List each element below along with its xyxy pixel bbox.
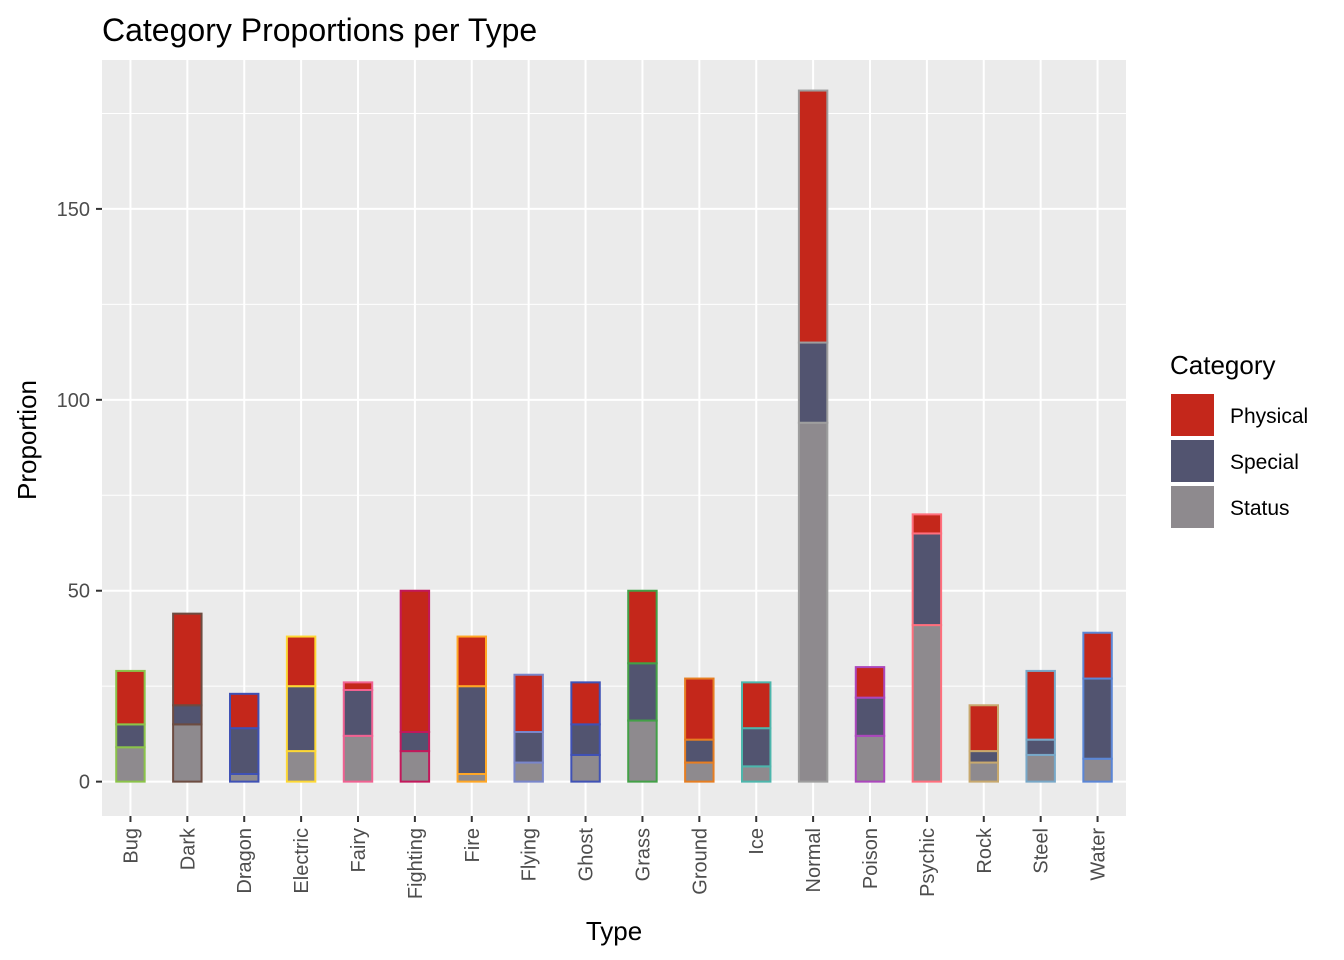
- x-tick-label: Electric: [291, 828, 313, 894]
- bar-grass-special: [627, 662, 658, 722]
- bar-water-special: [1082, 677, 1113, 760]
- x-tick-label: Ground: [689, 828, 711, 895]
- bar-steel-physical: [1025, 669, 1056, 741]
- bar-ground-status: [684, 761, 715, 783]
- legend-key-special: [1171, 440, 1214, 482]
- bar-fairy-physical: [342, 681, 374, 692]
- bar-ice-physical: [741, 681, 772, 730]
- x-tick-label: Ice: [746, 828, 768, 855]
- y-tick-label: 150: [57, 199, 90, 221]
- bar-dragon-status: [229, 773, 260, 783]
- x-tick-label: Psychic: [917, 828, 939, 897]
- legend-key-physical: [1171, 394, 1214, 436]
- bar-psychic-special: [911, 532, 943, 627]
- bar-rock-status: [968, 761, 999, 783]
- bar-ground-physical: [684, 677, 715, 741]
- bar-normal-physical: [797, 89, 829, 344]
- x-tick-label: Flying: [519, 828, 541, 881]
- bar-poison-status: [854, 734, 886, 783]
- chart-title: Category Proportions per Type: [102, 12, 537, 48]
- legend-key-status: [1171, 486, 1214, 528]
- x-tick-label: Ghost: [576, 828, 598, 882]
- bar-electric-physical: [285, 635, 317, 688]
- bar-dark-special: [172, 704, 203, 726]
- y-axis: 0 50 100 150: [57, 199, 102, 794]
- bar-poison-physical: [854, 666, 886, 699]
- bar-ghost-special: [570, 723, 601, 756]
- bar-dark-physical: [172, 612, 203, 707]
- bar-fairy-status: [342, 734, 374, 783]
- bar-flying-physical: [513, 673, 544, 734]
- plot-panel: [102, 60, 1126, 816]
- bar-ghost-status: [570, 753, 601, 783]
- legend-title: Category: [1170, 350, 1276, 380]
- bar-rock-physical: [968, 704, 999, 753]
- bar-fighting-special: [399, 731, 431, 753]
- bar-flying-status: [513, 761, 544, 783]
- bar-fighting-status: [399, 750, 431, 783]
- bar-fire-status: [456, 773, 487, 783]
- bar-dragon-physical: [229, 692, 260, 730]
- bar-electric-status: [285, 750, 317, 783]
- bars: [115, 89, 1113, 783]
- bar-normal-status: [797, 421, 829, 783]
- bar-water-status: [1082, 757, 1113, 783]
- legend-label-physical: Physical: [1230, 405, 1308, 428]
- x-tick-label: Steel: [1031, 828, 1053, 874]
- x-tick-label: Grass: [632, 828, 654, 881]
- legend-label-status: Status: [1230, 497, 1290, 520]
- legend: Category Physical Special Status: [1170, 350, 1308, 528]
- bar-rock-special: [968, 750, 999, 764]
- bar-fire-physical: [456, 635, 487, 688]
- x-axis: Bug Dark Dragon Electric Fairy Fighting Fire Fl…: [120, 816, 1110, 899]
- x-tick-label: Poison: [860, 828, 882, 889]
- bar-fighting-physical: [399, 589, 431, 734]
- bar-poison-special: [854, 696, 886, 737]
- bar-psychic-physical: [911, 513, 943, 535]
- y-tick-label: 0: [79, 772, 90, 794]
- legend-label-special: Special: [1230, 451, 1299, 474]
- bar-ice-status: [741, 765, 772, 783]
- bar-water-physical: [1082, 631, 1113, 680]
- x-tick-label: Dragon: [234, 828, 256, 894]
- x-tick-label: Bug: [120, 828, 142, 864]
- bar-steel-special: [1025, 738, 1056, 756]
- x-tick-label: Rock: [974, 827, 996, 874]
- bar-grass-physical: [627, 589, 658, 665]
- bar-ground-special: [684, 738, 715, 764]
- y-tick-label: 100: [57, 390, 90, 412]
- bar-dragon-special: [229, 727, 260, 776]
- bar-ghost-physical: [570, 681, 601, 726]
- x-tick-label: Fire: [462, 828, 484, 862]
- bar-bug-status: [115, 746, 146, 783]
- x-tick-label: Fairy: [348, 828, 370, 872]
- bar-flying-special: [513, 731, 544, 764]
- bar-fire-special: [456, 685, 487, 776]
- bar-normal-special: [797, 341, 829, 424]
- bar-ice-special: [741, 727, 772, 768]
- bar-psychic-status: [911, 624, 943, 783]
- x-tick-label: Water: [1088, 828, 1110, 881]
- bar-bug-physical: [115, 669, 146, 726]
- bar-fairy-special: [342, 689, 374, 737]
- bar-bug-special: [115, 723, 146, 749]
- bar-steel-status: [1025, 753, 1056, 783]
- y-axis-title: Proportion: [12, 380, 42, 500]
- x-tick-label: Fighting: [405, 828, 427, 899]
- x-tick-label: Dark: [177, 827, 199, 870]
- bar-dark-status: [172, 723, 203, 783]
- bar-electric-special: [285, 685, 317, 753]
- x-tick-label: Normal: [803, 828, 825, 892]
- bar-grass-status: [627, 719, 658, 783]
- x-axis-title: Type: [586, 916, 642, 946]
- y-tick-label: 50: [68, 581, 90, 603]
